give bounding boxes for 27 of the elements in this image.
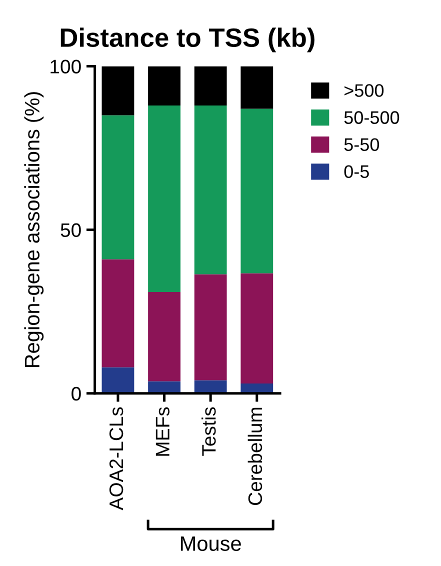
y-tick-label: 100 [50,60,81,74]
chart-title: Distance to TSS (kb) [60,28,314,52]
x-tick-label: AOA2-LCLs [109,407,124,510]
bar [148,105,180,292]
bar [102,115,134,260]
bar [102,259,134,368]
bar [240,273,274,384]
bar [102,66,134,116]
bar [240,108,274,274]
bar [194,66,227,106]
bar [102,367,134,394]
bar [148,292,180,382]
y-tick-label: 50 [60,223,81,238]
bar [194,274,227,380]
legend-label: 50-500 [344,111,400,124]
text: Mouse [181,536,241,551]
bar [194,105,227,274]
y-axis-title: Region-gene associations (%) [24,92,44,368]
x-tick-label: Testis [202,407,216,456]
y-tick-label: 0 [72,386,81,401]
legend-label: >500 [344,84,384,97]
bar [240,66,274,109]
legend-label: 5-50 [344,138,380,151]
bar [148,66,180,106]
x-tick-label: MEFs [156,407,170,456]
x-tick-label: Cerebellum [248,408,262,505]
legend-label: 0-5 [344,165,369,178]
